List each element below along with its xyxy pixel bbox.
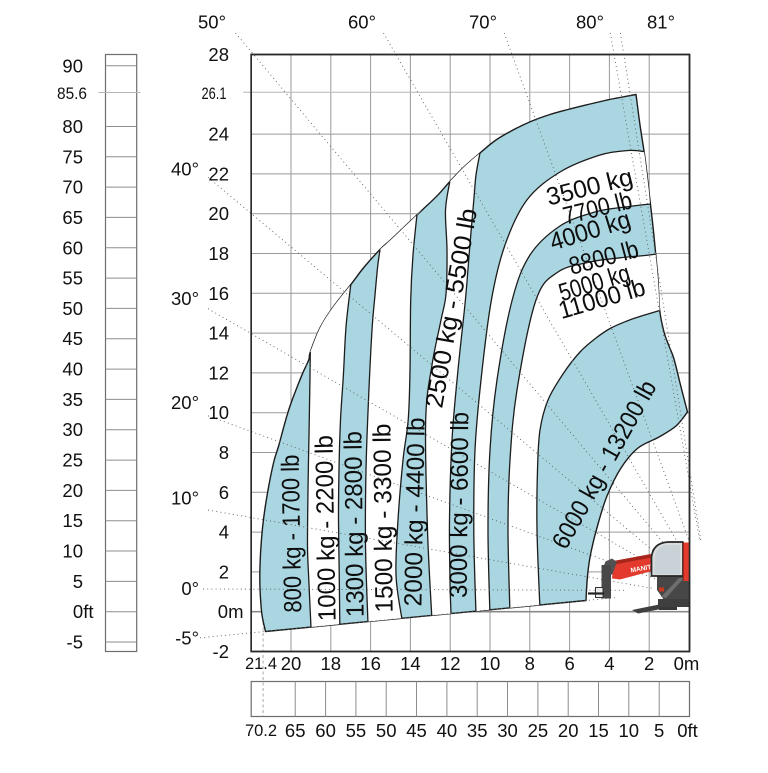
svg-text:26.1: 26.1 xyxy=(202,84,227,103)
svg-text:14: 14 xyxy=(400,653,421,674)
svg-text:70.2: 70.2 xyxy=(245,722,277,740)
svg-text:15: 15 xyxy=(588,720,609,741)
svg-text:3000 kg - 6600 lb: 3000 kg - 6600 lb xyxy=(445,412,475,598)
svg-text:-2: -2 xyxy=(213,641,229,662)
svg-text:40: 40 xyxy=(62,359,83,380)
svg-text:60: 60 xyxy=(62,237,83,258)
svg-text:20: 20 xyxy=(281,653,302,674)
svg-text:22: 22 xyxy=(208,163,229,184)
svg-text:16: 16 xyxy=(208,283,229,304)
svg-text:40°: 40° xyxy=(171,159,199,180)
svg-text:1500 kg - 3300 lb: 1500 kg - 3300 lb xyxy=(368,423,398,612)
svg-text:2000 kg - 4400 lb: 2000 kg - 4400 lb xyxy=(399,417,430,606)
svg-text:81°: 81° xyxy=(647,12,675,33)
svg-text:10°: 10° xyxy=(171,488,199,509)
svg-text:55: 55 xyxy=(62,268,83,289)
svg-text:0ft: 0ft xyxy=(677,720,698,741)
svg-text:800 kg - 1700 lb: 800 kg - 1700 lb xyxy=(277,454,308,612)
svg-text:70: 70 xyxy=(62,177,83,198)
svg-text:75: 75 xyxy=(62,146,83,167)
svg-text:5: 5 xyxy=(654,720,664,741)
svg-text:20: 20 xyxy=(62,480,83,501)
svg-text:40: 40 xyxy=(437,720,458,741)
svg-text:18: 18 xyxy=(321,653,342,674)
svg-text:10: 10 xyxy=(619,720,640,741)
svg-text:12: 12 xyxy=(440,653,461,674)
svg-text:16: 16 xyxy=(360,653,381,674)
svg-text:25: 25 xyxy=(62,450,83,471)
svg-text:10: 10 xyxy=(62,541,83,562)
svg-text:25: 25 xyxy=(528,720,549,741)
svg-text:0ft: 0ft xyxy=(73,601,94,622)
svg-text:-5°: -5° xyxy=(175,628,199,649)
svg-text:55: 55 xyxy=(346,720,367,741)
svg-text:35: 35 xyxy=(62,389,83,410)
svg-text:35: 35 xyxy=(467,720,488,741)
svg-text:2: 2 xyxy=(219,561,229,582)
svg-text:8: 8 xyxy=(525,653,535,674)
svg-text:65: 65 xyxy=(285,720,306,741)
svg-text:1300 kg - 2800 lb: 1300 kg - 2800 lb xyxy=(339,431,369,617)
svg-text:45: 45 xyxy=(62,328,83,349)
svg-text:2: 2 xyxy=(644,653,654,674)
svg-text:65: 65 xyxy=(62,207,83,228)
svg-text:14: 14 xyxy=(208,323,229,344)
svg-text:20°: 20° xyxy=(171,392,199,413)
svg-text:30°: 30° xyxy=(171,288,199,309)
svg-text:12: 12 xyxy=(208,362,229,383)
svg-text:30: 30 xyxy=(62,419,83,440)
svg-text:85.6: 85.6 xyxy=(57,84,87,103)
svg-text:30: 30 xyxy=(497,720,518,741)
svg-text:0m: 0m xyxy=(218,601,244,622)
svg-text:0m: 0m xyxy=(674,653,700,674)
svg-text:21.4: 21.4 xyxy=(245,655,277,673)
svg-text:-5: -5 xyxy=(67,632,83,653)
svg-text:60°: 60° xyxy=(348,12,376,33)
svg-text:24: 24 xyxy=(208,124,229,145)
svg-text:60: 60 xyxy=(315,720,336,741)
svg-text:28: 28 xyxy=(208,44,229,65)
svg-text:50: 50 xyxy=(62,298,83,319)
svg-text:18: 18 xyxy=(208,243,229,264)
svg-text:5: 5 xyxy=(73,571,83,592)
svg-text:50°: 50° xyxy=(198,12,226,33)
svg-text:1000 kg - 2200 lb: 1000 kg - 2200 lb xyxy=(310,435,341,621)
svg-text:0°: 0° xyxy=(181,578,199,599)
svg-text:6: 6 xyxy=(219,482,229,503)
svg-text:15: 15 xyxy=(62,510,83,531)
svg-text:20: 20 xyxy=(558,720,579,741)
svg-text:80°: 80° xyxy=(576,12,604,33)
svg-text:50: 50 xyxy=(376,720,397,741)
svg-text:4: 4 xyxy=(604,653,614,674)
svg-text:8: 8 xyxy=(219,442,229,463)
svg-text:6: 6 xyxy=(564,653,574,674)
svg-text:10: 10 xyxy=(208,402,229,423)
svg-text:4: 4 xyxy=(219,522,229,543)
svg-text:10: 10 xyxy=(480,653,501,674)
svg-text:70°: 70° xyxy=(469,12,497,33)
svg-text:45: 45 xyxy=(406,720,427,741)
svg-text:20: 20 xyxy=(208,203,229,224)
svg-text:80: 80 xyxy=(62,116,83,137)
svg-text:90: 90 xyxy=(62,55,83,76)
